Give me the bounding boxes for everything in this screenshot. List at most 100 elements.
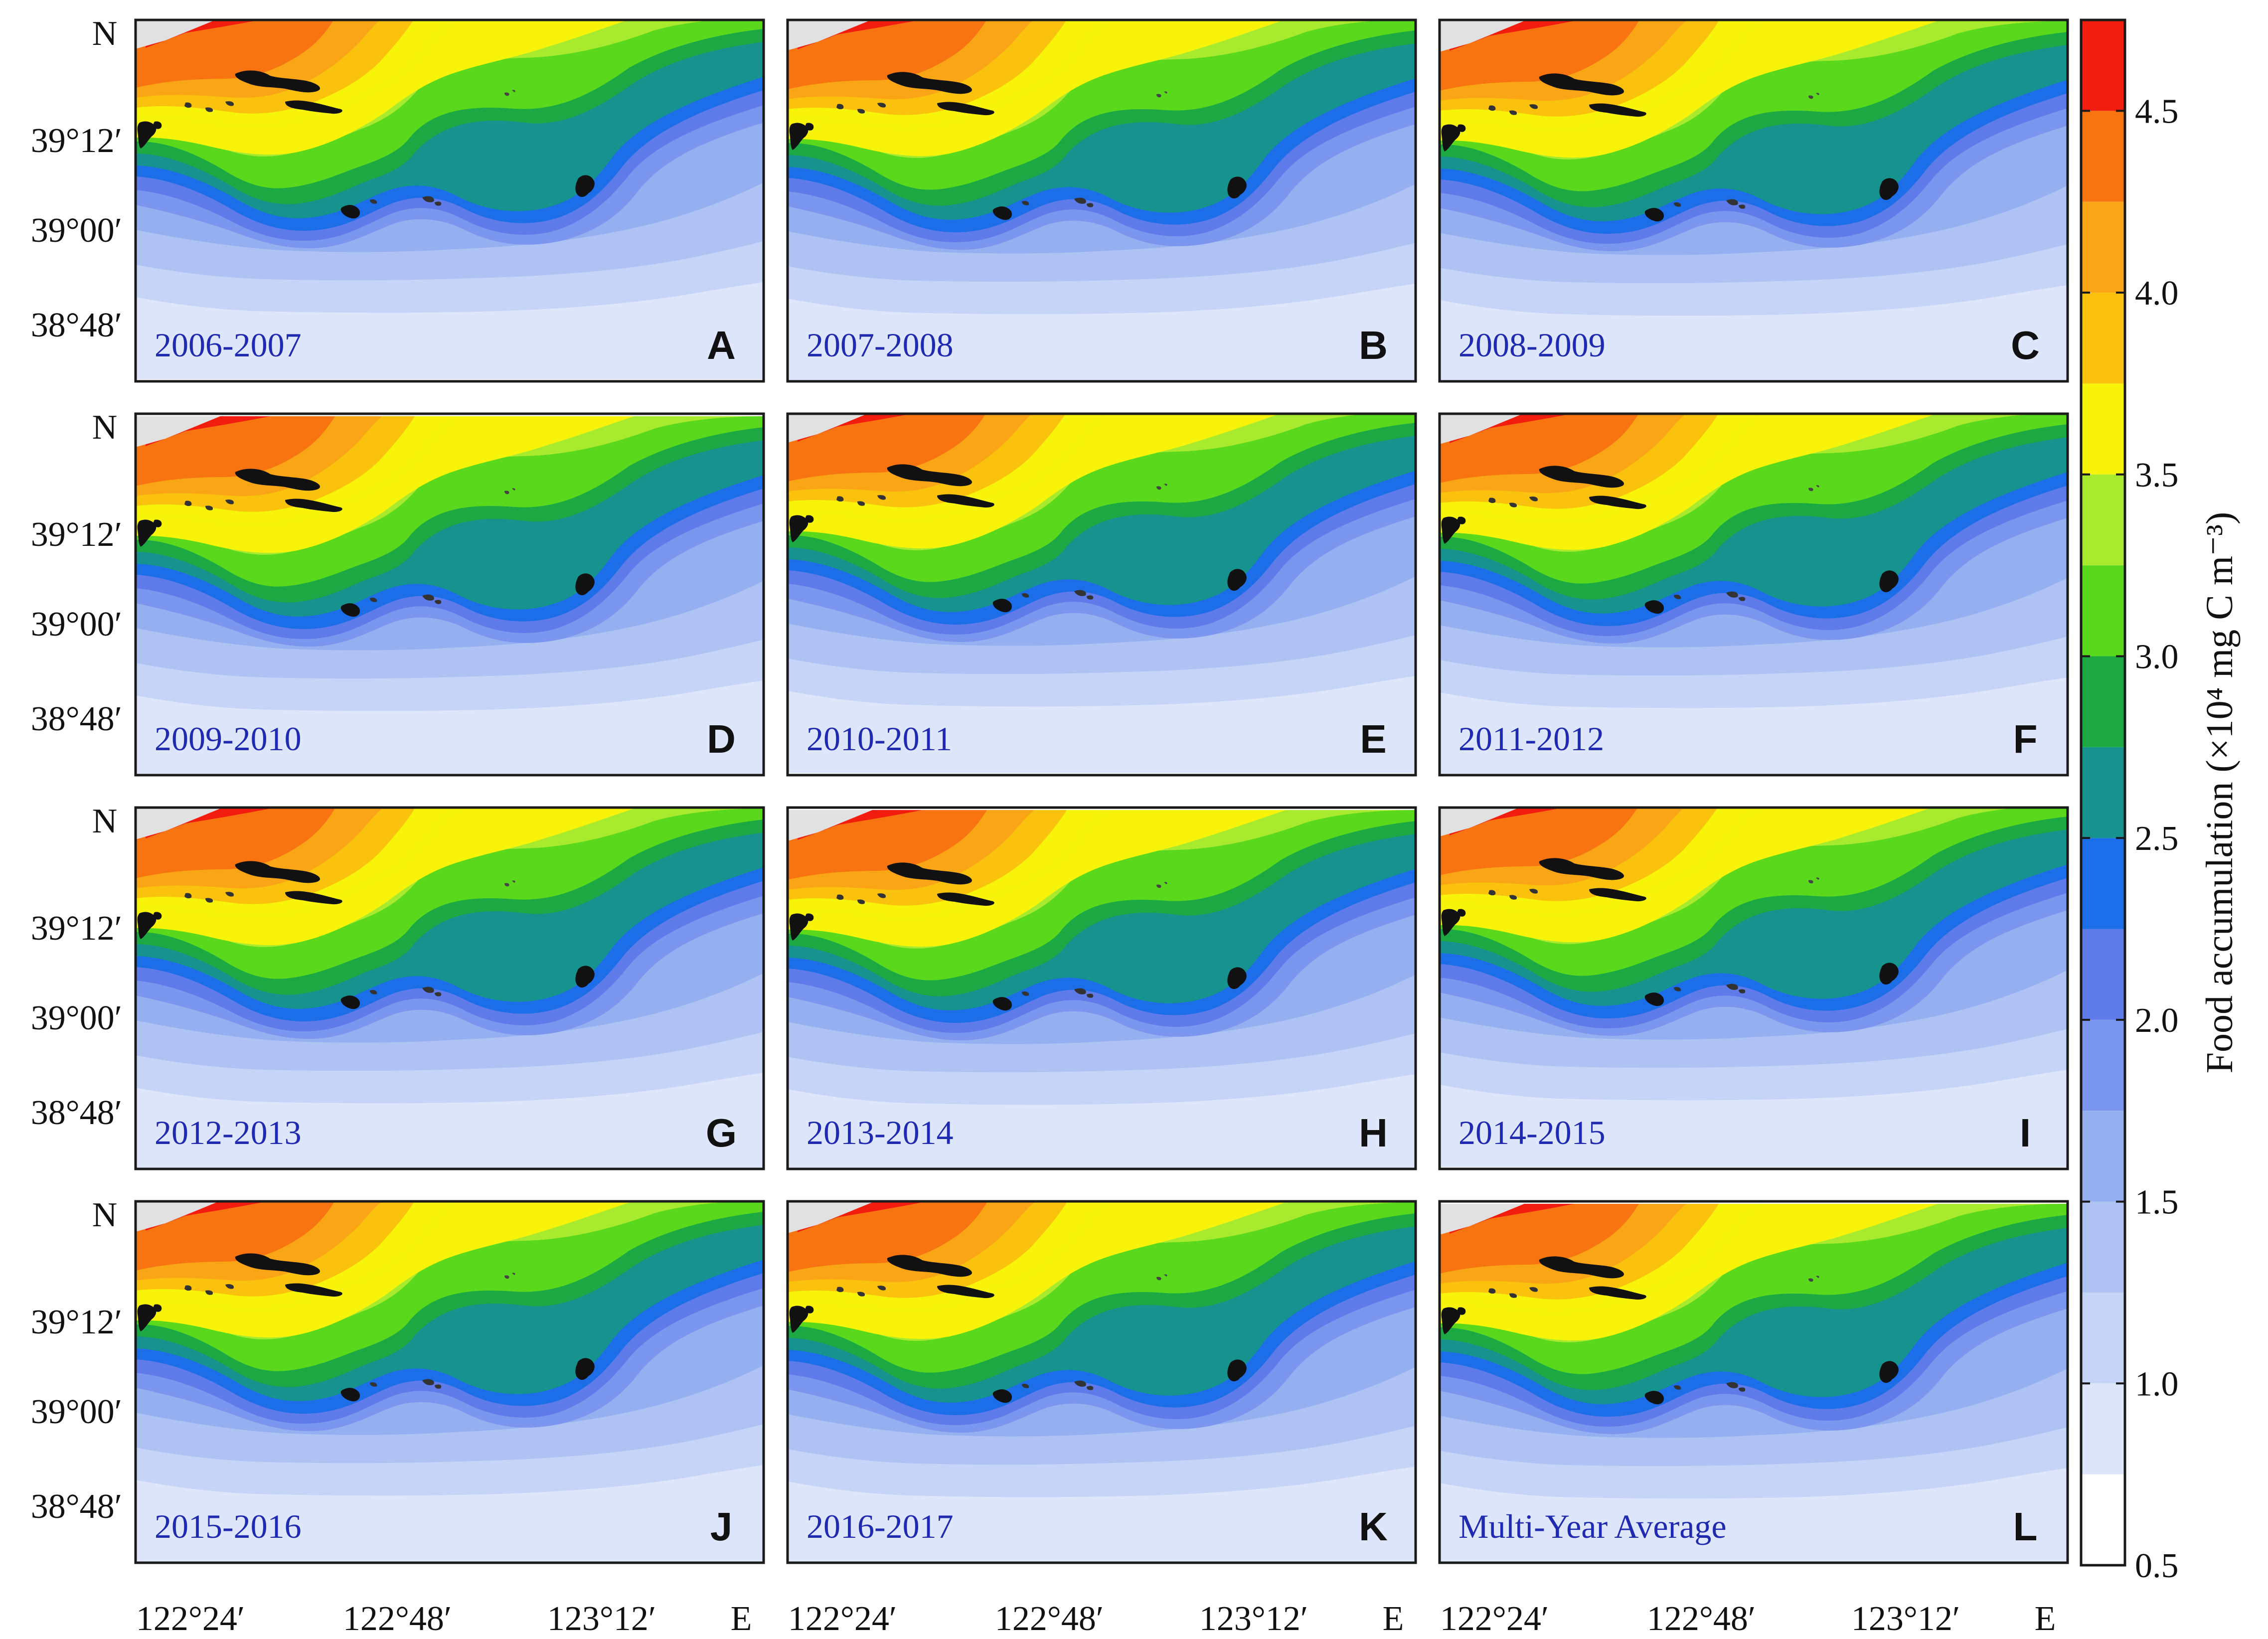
lat-label: 39°12′ [31, 1303, 122, 1341]
lat-label: 39°00′ [31, 605, 122, 644]
panel-period: 2015-2016 [155, 1507, 302, 1545]
colorbar-tick-label: 4.0 [2135, 274, 2179, 313]
panel-period: 2014-2015 [1458, 1114, 1606, 1151]
lon-label: 122°24′ [788, 1600, 897, 1638]
panel-period: 2009-2010 [155, 720, 302, 758]
lat-label: 38°48′ [31, 1094, 122, 1132]
lon-east-label: E [1383, 1600, 1404, 1638]
panel-frame [1438, 806, 2069, 1170]
colorbar-band [2081, 747, 2125, 838]
colorbar-band [2081, 1474, 2125, 1565]
panel-letter: E [1360, 717, 1386, 761]
panel-letter: A [707, 323, 736, 367]
panel-period: 2012-2013 [155, 1114, 302, 1151]
lon-east-label: E [2035, 1600, 2056, 1638]
map-field [788, 414, 1416, 773]
map-panel-b: 2007-2008 B [786, 18, 1417, 383]
colorbar-tick-label: 3.5 [2135, 456, 2179, 494]
panel-letter: K [1359, 1504, 1388, 1549]
panel-frame [1438, 1200, 2069, 1564]
longitude-axis: 122°24′ 122°48′ 123°12′ E 122°24′ 122°48′ 123°… [136, 1600, 2056, 1638]
lon-label: 122°24′ [136, 1600, 245, 1638]
panel-frame [134, 412, 765, 777]
colorbar-band [2081, 474, 2125, 566]
colorbar-tick-label: 1.0 [2135, 1365, 2179, 1403]
panel-letter: D [707, 717, 736, 761]
map-panel-g: 2012-2013 G [134, 806, 765, 1170]
lon-label: 123°12′ [1199, 1600, 1308, 1638]
colorbar-tick-label: 0.5 [2135, 1547, 2179, 1585]
lon-label: 122°24′ [1440, 1600, 1549, 1638]
colorbar-band [2081, 1201, 2125, 1293]
colorbar-tick-label: 3.0 [2135, 638, 2179, 676]
colorbar-tick-label: 2.0 [2135, 1001, 2179, 1040]
colorbar-band [2081, 1383, 2125, 1475]
latitude-axis: N 39°12′ 39°00′ 38°48′ N 39°12′ 39°00′ 38°48′ N 3… [31, 14, 122, 1526]
lat-label: 38°48′ [31, 700, 122, 738]
colorbar-ticks: 0.5 1.0 1.5 2.0 2.5 3.0 3.5 4.0 4.5 [2081, 92, 2179, 1585]
panel-frame [134, 1200, 765, 1564]
panel-letter: L [2013, 1504, 2038, 1549]
map-panel-k: 2016-2017 K [786, 1200, 1417, 1564]
map-panel-a: 2006-2007 A [134, 18, 765, 383]
lon-label: 122°48′ [995, 1600, 1104, 1638]
map-field [136, 20, 764, 379]
panel-letter: B [1359, 323, 1388, 367]
panel-period: 2006-2007 [155, 326, 302, 364]
map-panel-e: 2010-2011 E [786, 412, 1417, 777]
colorbar-band [2081, 111, 2125, 202]
colorbar-tick-label: 4.5 [2135, 92, 2179, 131]
panel-frame [786, 18, 1417, 383]
colorbar-band [2081, 1111, 2125, 1202]
lat-label: 38°48′ [31, 1487, 122, 1526]
lon-label: 123°12′ [1851, 1600, 1960, 1638]
map-panels: 2006-2007 A 2007-2008 B 2008-2009 C 2009-2010 D… [134, 18, 2069, 1564]
map-panel-h: 2013-2014 H [786, 806, 1417, 1170]
map-panel-l: Multi-Year Average L [1438, 1200, 2069, 1564]
colorbar: 0.5 1.0 1.5 2.0 2.5 3.0 3.5 4.0 4.5 Food accumul… [2080, 18, 2241, 1585]
map-panel-c: 2008-2009 C [1438, 18, 2069, 383]
lat-label: 39°00′ [31, 211, 122, 250]
colorbar-band [2081, 383, 2125, 475]
panel-period: 2011-2012 [1458, 720, 1604, 758]
colorbar-frame [2080, 18, 2126, 1567]
colorbar-tick-label: 1.5 [2135, 1183, 2179, 1222]
lon-label: 122°48′ [1647, 1600, 1756, 1638]
panel-frame [1438, 18, 2069, 383]
lat-label: 39°00′ [31, 999, 122, 1037]
colorbar-band [2081, 565, 2125, 656]
colorbar-bands [2081, 20, 2125, 1565]
panel-letter: I [2020, 1111, 2031, 1155]
colorbar-band [2081, 1019, 2125, 1111]
colorbar-label: Food accumulation (×10⁴ mg C m⁻³) [2199, 512, 2241, 1073]
map-field [1440, 808, 2068, 1167]
colorbar-band [2081, 929, 2125, 1020]
panel-frame [786, 806, 1417, 1170]
panel-period: 2016-2017 [807, 1507, 954, 1545]
colorbar-band [2081, 1292, 2125, 1384]
panel-frame [786, 412, 1417, 777]
lat-north-label: N [92, 14, 118, 53]
map-panel-d: 2009-2010 D [134, 412, 765, 777]
lat-label: 39°12′ [31, 909, 122, 948]
colorbar-band [2081, 201, 2125, 293]
lat-north-label: N [92, 1196, 118, 1234]
lon-east-label: E [731, 1600, 752, 1638]
lon-label: 123°12′ [547, 1600, 656, 1638]
panel-period: 2007-2008 [807, 326, 954, 364]
lat-label: 39°00′ [31, 1393, 122, 1431]
panel-frame [134, 18, 765, 383]
colorbar-tick-label: 2.5 [2135, 820, 2179, 858]
map-panel-j: 2015-2016 J [134, 1200, 765, 1564]
lat-label: 39°12′ [31, 122, 122, 160]
panel-period: Multi-Year Average [1458, 1507, 1727, 1545]
map-panel-i: 2014-2015 I [1438, 806, 2069, 1170]
panel-frame [786, 1200, 1417, 1564]
panel-letter: G [706, 1111, 737, 1155]
panel-letter: F [2013, 717, 2038, 761]
panel-letter: C [2011, 323, 2040, 367]
lat-north-label: N [92, 408, 118, 447]
lat-label: 39°12′ [31, 515, 122, 554]
map-panel-f: 2011-2012 F [1438, 412, 2069, 777]
